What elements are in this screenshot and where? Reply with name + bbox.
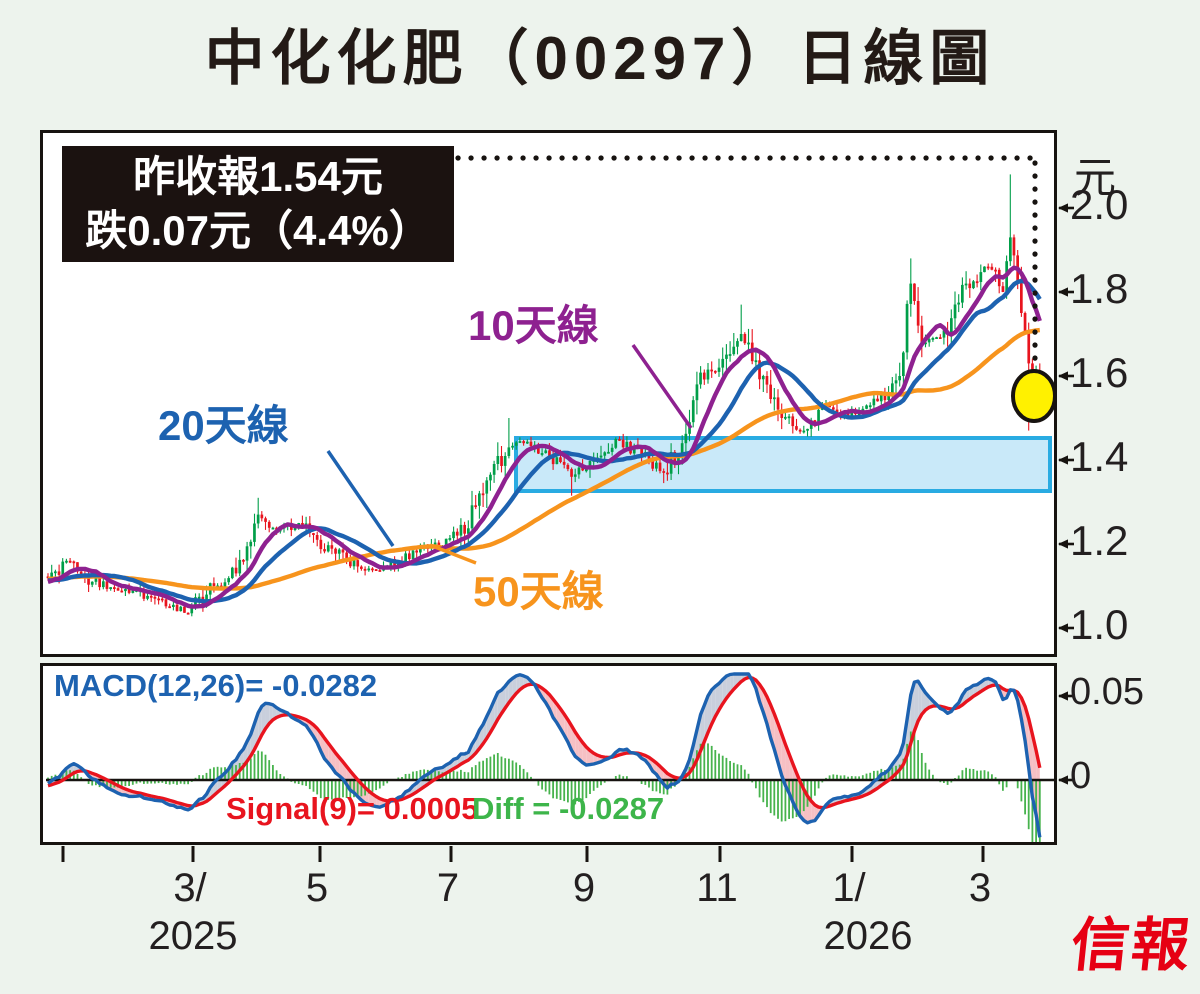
y-tick-label: 1.2 (1070, 517, 1129, 564)
ma50-label: 50天線 (473, 568, 604, 615)
year-label: 2025 (148, 914, 238, 958)
macd-svg (46, 672, 1074, 862)
ma10-callout (631, 343, 693, 430)
y-tick-label: 1.4 (1070, 433, 1129, 480)
x-tick-label: 5 (305, 866, 329, 910)
y-tick-label: 1.0 (1070, 601, 1129, 648)
macd-line (46, 672, 1042, 838)
x-tick-label: 3 (968, 866, 992, 910)
last-close-info-box: 昨收報1.54元 跌0.07元（4.4%） (62, 146, 454, 262)
ma10-label: 10天線 (468, 302, 599, 349)
year-label: 2026 (823, 914, 913, 958)
x-tick-label: 1/ (832, 866, 866, 910)
info-line-change: 跌0.07元（4.4%） (85, 207, 431, 254)
macd-tick-label: 0 (1070, 755, 1092, 797)
signal-value-label: Signal(9)= 0.0005 (226, 791, 479, 826)
macd-tick-label: 0.05 (1070, 671, 1144, 713)
ma10-line (47, 265, 1042, 609)
candlestick-svg (46, 155, 1074, 633)
ma20-label: 20天線 (158, 402, 289, 449)
chart-title: 中化化肥（00297）日線圖 (204, 25, 996, 92)
ma50-callout (429, 543, 477, 565)
signal-line (47, 675, 1042, 810)
hkej-logo: 信報 (1068, 913, 1195, 978)
macd-value-label: MACD(12,26)= -0.0282 (54, 668, 378, 703)
x-tick-label: 7 (436, 866, 460, 910)
y-tick-label: 2.0 (1070, 181, 1129, 228)
info-line-close: 昨收報1.54元 (133, 153, 383, 200)
x-tick-label: 3/ (173, 866, 207, 910)
highlight-circle (1011, 369, 1057, 423)
consolidation-zone (514, 436, 1052, 493)
y-axis-unit: 元 (1074, 154, 1117, 201)
y-tick-label: 1.6 (1070, 349, 1129, 396)
x-tick-label: 9 (572, 866, 596, 910)
ma20-callout (326, 450, 395, 547)
x-tick-label: 11 (696, 866, 738, 910)
macd-panel (40, 663, 1074, 862)
ma50-line (48, 327, 1040, 591)
diff-value-label: Diff = -0.0287 (472, 791, 665, 826)
y-tick-label: 1.8 (1070, 265, 1129, 312)
